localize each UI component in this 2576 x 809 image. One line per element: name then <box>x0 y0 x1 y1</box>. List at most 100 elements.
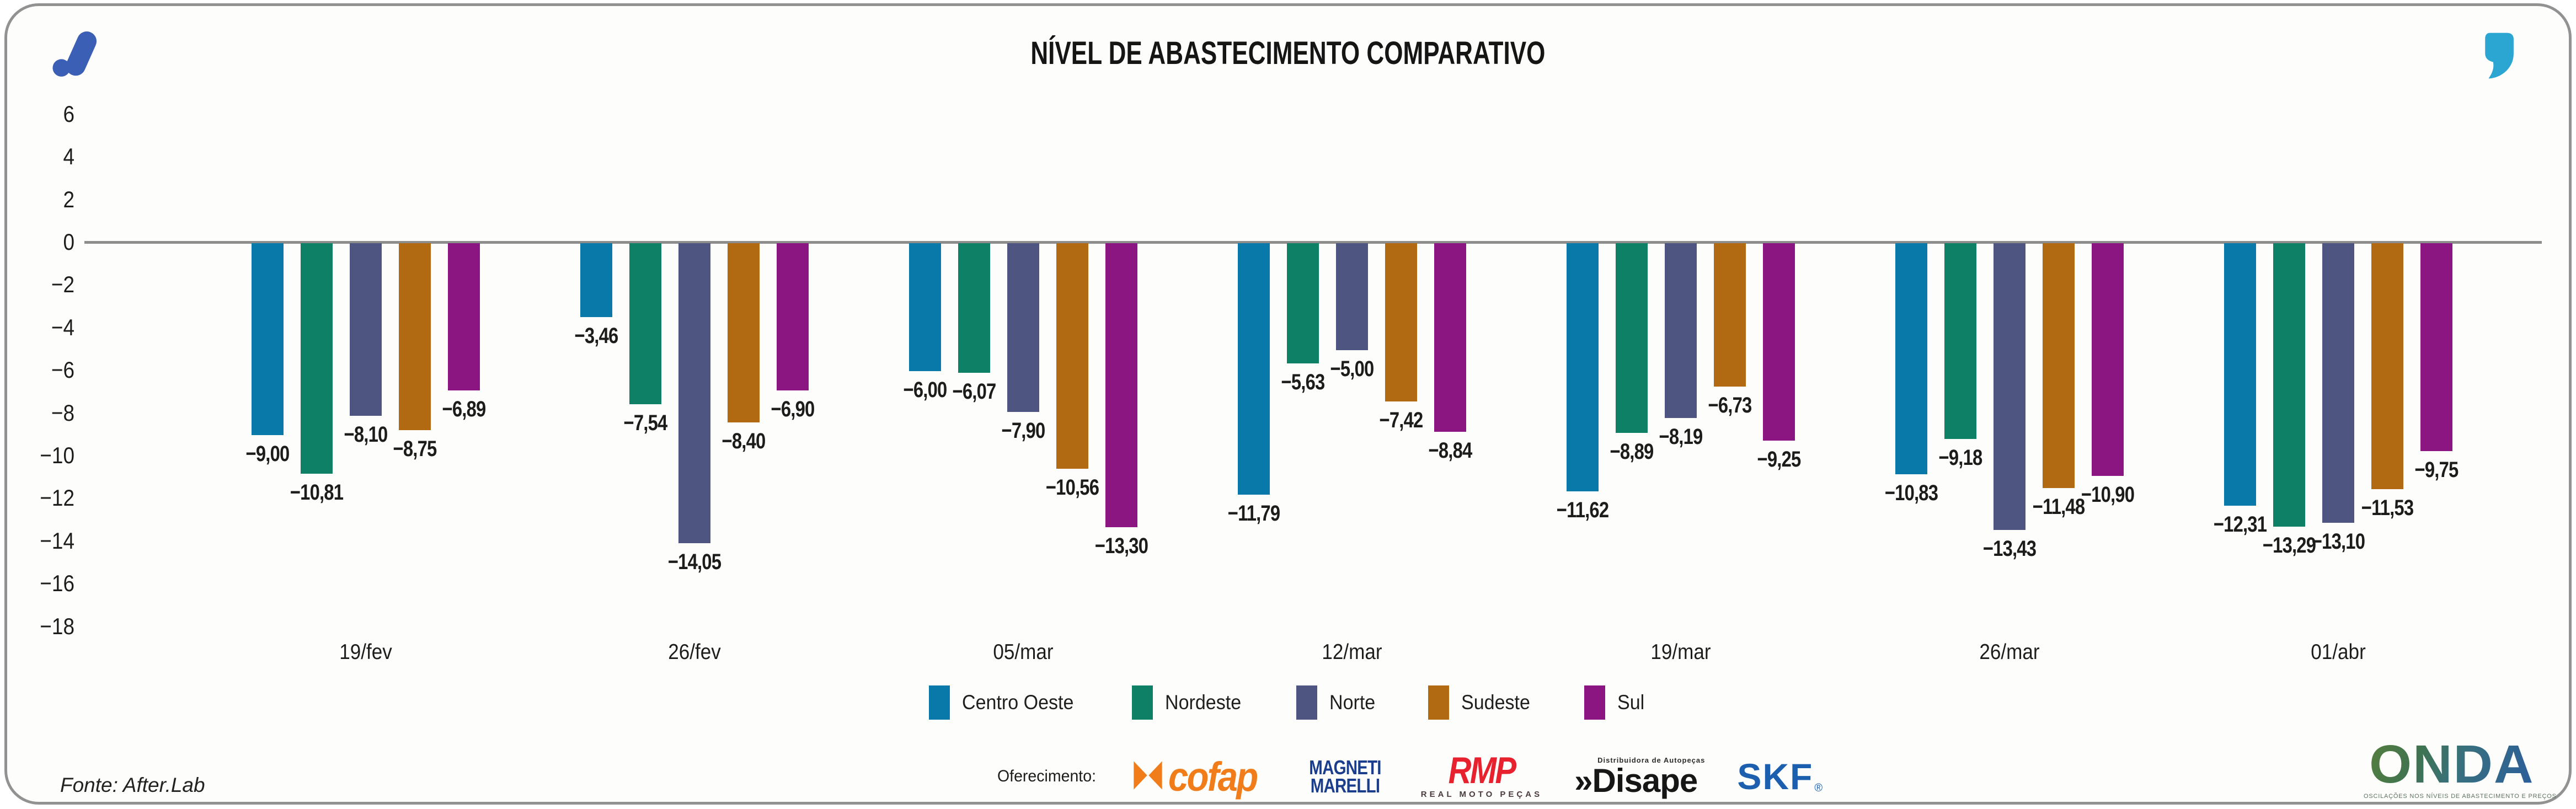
legend-label: Nordeste <box>1165 691 1242 714</box>
bar-value-label: −9,25 <box>1757 447 1802 472</box>
disape-subtext: Distribuidora de Autopeças <box>1597 756 1706 764</box>
bar-sul <box>1105 243 1137 527</box>
disape-wordmark: »Disape <box>1574 762 1698 799</box>
legend-swatch <box>1584 685 1606 720</box>
bar-value-label: −8,75 <box>393 436 437 461</box>
bar-norte <box>1994 243 2025 530</box>
sponsor-label: Oferecimento: <box>997 767 1097 785</box>
bar-sul <box>777 243 809 391</box>
bar-value-label: −6,90 <box>771 397 815 422</box>
x-axis-label: 26/mar <box>1979 640 2040 664</box>
legend-swatch <box>1296 685 1318 720</box>
bar-nordeste <box>301 243 333 474</box>
bar-norte <box>1665 243 1697 418</box>
zero-axis-line <box>84 241 2542 244</box>
bar-value-label: −5,00 <box>1330 356 1375 381</box>
bar-value-label: −8,10 <box>344 422 388 447</box>
y-axis-tick: −2 <box>51 271 74 298</box>
bar-sudeste <box>728 243 760 423</box>
source-note: Fonte: After.Lab <box>60 774 205 796</box>
bar-value-label: −6,07 <box>952 379 997 404</box>
chart-legend: Centro Oeste Nordeste Norte Sudeste Sul <box>7 685 2569 720</box>
y-axis-tick: 4 <box>63 143 74 170</box>
bar-sul <box>448 243 480 390</box>
cofap-logo: cofap <box>1133 753 1269 800</box>
bar-sudeste <box>399 243 431 430</box>
y-axis-tick: −16 <box>40 570 74 597</box>
bar-value-label: −6,73 <box>1708 393 1752 418</box>
onda-tagline: OSCILAÇÕES NOS NÍVEIS DE ABASTECIMENTO E… <box>2364 793 2557 800</box>
bar-centro-oeste <box>580 243 612 317</box>
skf-registered-icon: ® <box>1814 782 1823 794</box>
bar-sul <box>2420 243 2452 452</box>
x-axis-label: 26/fev <box>668 640 721 664</box>
rmp-wordmark: RMP <box>1448 749 1516 791</box>
bar-norte <box>350 243 382 416</box>
legend-item: Norte <box>1296 685 1379 720</box>
bar-value-label: −10,83 <box>1884 481 1938 506</box>
cofap-x-icon <box>1133 760 1163 793</box>
y-axis-tick: −6 <box>51 357 74 383</box>
x-axis-label: 19/mar <box>1650 640 1711 664</box>
bar-sudeste <box>2371 243 2403 490</box>
bar-value-label: −11,48 <box>2032 495 2085 519</box>
x-axis-label: 01/abr <box>2311 640 2366 664</box>
bar-sudeste <box>2043 243 2075 489</box>
disape-chevrons-icon: » <box>1574 762 1592 799</box>
x-axis-label: 05/mar <box>993 640 1054 664</box>
bar-value-label: −7,42 <box>1379 408 1424 433</box>
chart-card: NÍVEL DE ABASTECIMENTO COMPARATIVO 6 4 2 0 −… <box>4 3 2572 805</box>
skf-logo: SKF ® <box>1737 758 1823 795</box>
bar-value-label: −3,46 <box>574 323 619 348</box>
legend-label: Sudeste <box>1461 691 1530 714</box>
bar-value-label: −9,75 <box>2414 458 2459 483</box>
bar-value-label: −9,18 <box>1938 446 1983 470</box>
bar-sudeste <box>1385 243 1417 402</box>
bar-sul <box>1763 243 1795 441</box>
bar-nordeste <box>1616 243 1648 433</box>
bar-value-label: −10,56 <box>1045 475 1099 500</box>
bar-value-label: −10,81 <box>290 480 344 505</box>
bar-norte <box>1336 243 1368 350</box>
bar-value-label: −10,90 <box>2081 482 2135 507</box>
bar-centro-oeste <box>1238 243 1270 495</box>
bar-norte <box>678 243 710 543</box>
bar-centro-oeste <box>2224 243 2256 506</box>
bar-value-label: −5,63 <box>1281 369 1326 394</box>
magneti-line2: MARELLI <box>1310 774 1380 797</box>
bar-value-label: −6,00 <box>903 378 948 403</box>
magneti-marelli-logo: MAGNETI MARELLI <box>1309 757 1381 797</box>
bar-value-label: −13,30 <box>1094 533 1148 558</box>
y-axis-tick: −14 <box>40 527 74 554</box>
bar-value-label: −13,43 <box>1982 536 2037 561</box>
bar-value-label: −11,79 <box>1227 501 1280 526</box>
bar-sul <box>1434 243 1466 432</box>
bar-value-label: −12,31 <box>2213 512 2267 537</box>
afterlab-logo-icon <box>52 29 105 85</box>
legend-item: Sul <box>1584 685 1647 720</box>
x-axis-label: 12/mar <box>1322 640 1382 664</box>
bar-value-label: −8,84 <box>1428 438 1473 463</box>
cofap-wordmark: cofap <box>1168 753 1258 800</box>
quote-icon <box>2481 33 2515 82</box>
bar-nordeste <box>629 243 661 404</box>
y-axis-tick: 2 <box>63 186 74 212</box>
y-axis-tick: −10 <box>40 442 74 468</box>
legend-label: Sul <box>1617 691 1645 714</box>
bar-value-label: −13,10 <box>2311 529 2365 554</box>
y-axis-tick: −8 <box>51 399 74 426</box>
bar-nordeste <box>1944 243 1976 440</box>
bar-value-label: −11,53 <box>2361 496 2414 521</box>
onda-wordmark: ONDA <box>2369 734 2535 794</box>
bar-value-label: −8,19 <box>1659 424 1703 449</box>
bar-value-label: −8,89 <box>1610 440 1654 464</box>
bar-value-label: −7,54 <box>623 410 668 435</box>
bar-value-label: −8,40 <box>722 429 766 454</box>
legend-item: Nordeste <box>1132 685 1248 720</box>
bar-nordeste <box>2273 243 2305 527</box>
chart-title: NÍVEL DE ABASTECIMENTO COMPARATIVO <box>1030 35 1546 71</box>
legend-swatch <box>1428 685 1449 720</box>
legend-swatch <box>929 685 950 720</box>
y-axis-tick: −12 <box>40 485 74 511</box>
